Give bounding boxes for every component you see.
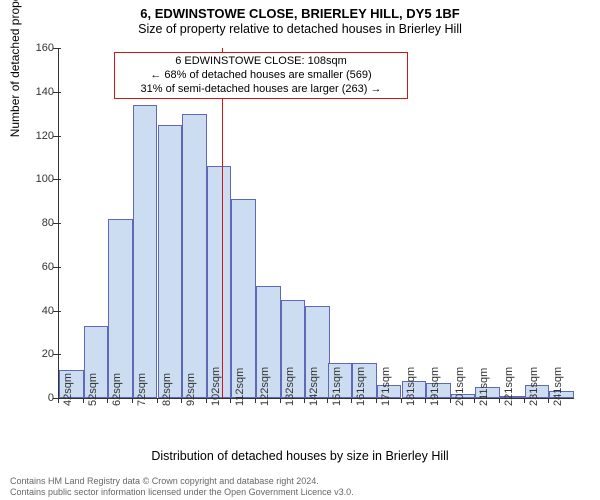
x-tick-label: 201sqm: [454, 367, 466, 406]
x-tick-mark: [181, 398, 182, 403]
x-tick-label: 241sqm: [552, 367, 564, 406]
chart-container: 6, EDWINSTOWE CLOSE, BRIERLEY HILL, DY5 …: [0, 0, 600, 500]
x-tick-label: 112sqm: [234, 368, 246, 406]
x-tick-mark: [376, 398, 377, 403]
y-tick-label: 100: [36, 173, 54, 185]
x-tick-mark: [474, 398, 475, 403]
annotation-box: 6 EDWINSTOWE CLOSE: 108sqm ← 68% of deta…: [114, 52, 408, 99]
footer: Contains HM Land Registry data © Crown c…: [10, 476, 354, 498]
x-tick-label: 221sqm: [503, 367, 515, 406]
annotation-line3: 31% of semi-detached houses are larger (…: [121, 83, 401, 97]
histogram-bar: [207, 166, 232, 398]
annotation-line1: 6 EDWINSTOWE CLOSE: 108sqm: [121, 55, 401, 69]
x-tick-mark: [499, 398, 500, 403]
x-tick-label: 151sqm: [331, 367, 343, 406]
x-tick-label: 42sqm: [62, 373, 74, 406]
x-tick-mark: [524, 398, 525, 403]
x-tick-label: 62sqm: [111, 373, 123, 406]
marker-line: [222, 48, 224, 398]
x-tick-label: 211sqm: [478, 368, 490, 406]
x-tick-label: 102sqm: [210, 367, 222, 406]
x-tick-label: 132sqm: [284, 367, 296, 406]
y-tick-label: 120: [36, 130, 54, 142]
x-tick-label: 122sqm: [259, 367, 271, 406]
x-tick-mark: [548, 398, 549, 403]
x-tick-mark: [255, 398, 256, 403]
footer-line2: Contains public sector information licen…: [10, 487, 354, 498]
x-tick-mark: [401, 398, 402, 403]
histogram-bar: [108, 219, 133, 398]
x-tick-label: 82sqm: [161, 373, 173, 406]
x-tick-label: 181sqm: [405, 367, 417, 406]
x-tick-label: 92sqm: [185, 373, 197, 406]
x-tick-mark: [351, 398, 352, 403]
x-tick-label: 191sqm: [429, 367, 441, 406]
histogram-bar: [133, 105, 158, 398]
x-tick-label: 72sqm: [136, 373, 148, 406]
x-tick-mark: [304, 398, 305, 403]
x-tick-mark: [450, 398, 451, 403]
x-tick-label: 161sqm: [355, 367, 367, 406]
annotation-line2: ← 68% of detached houses are smaller (56…: [121, 69, 401, 83]
histogram-bar: [158, 125, 183, 398]
y-tick-label: 160: [36, 42, 54, 54]
chart-title: 6, EDWINSTOWE CLOSE, BRIERLEY HILL, DY5 …: [0, 0, 600, 21]
x-tick-mark: [206, 398, 207, 403]
x-tick-label: 231sqm: [528, 367, 540, 406]
x-tick-mark: [327, 398, 328, 403]
x-tick-mark: [280, 398, 281, 403]
x-tick-label: 52sqm: [87, 373, 99, 406]
x-tick-label: 171sqm: [380, 367, 392, 406]
chart-subtitle: Size of property relative to detached ho…: [0, 21, 600, 36]
y-tick-label: 140: [36, 86, 54, 98]
x-tick-mark: [83, 398, 84, 403]
x-tick-mark: [230, 398, 231, 403]
footer-line1: Contains HM Land Registry data © Crown c…: [10, 476, 354, 487]
histogram-bar: [182, 114, 207, 398]
plot-area: 6 EDWINSTOWE CLOSE: 108sqm ← 68% of deta…: [58, 48, 574, 399]
x-axis-label: Distribution of detached houses by size …: [0, 449, 600, 463]
x-tick-mark: [107, 398, 108, 403]
y-axis-label: Number of detached properties: [8, 0, 22, 137]
x-tick-label: 142sqm: [308, 367, 320, 406]
x-tick-mark: [425, 398, 426, 403]
x-tick-mark: [157, 398, 158, 403]
x-tick-mark: [58, 398, 59, 403]
x-tick-mark: [132, 398, 133, 403]
